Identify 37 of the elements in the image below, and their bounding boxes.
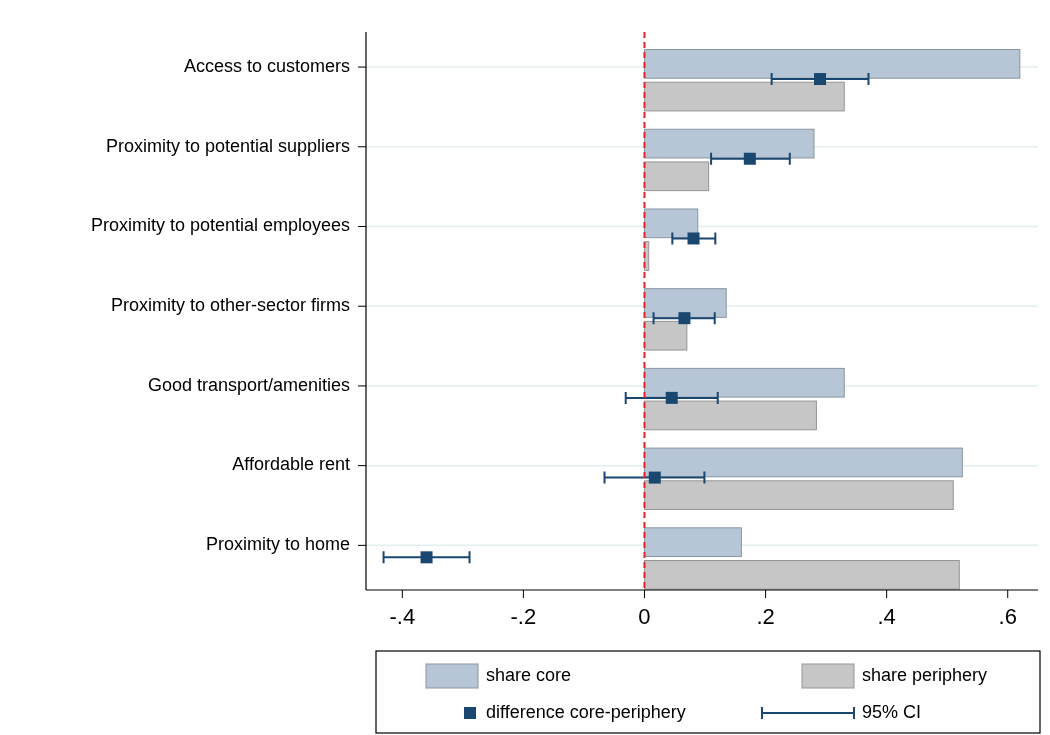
y-tick-label: Access to customers — [183, 55, 350, 76]
bar — [643, 480, 954, 510]
point — [814, 73, 827, 86]
bar — [643, 81, 845, 112]
bar — [643, 527, 742, 558]
point — [420, 551, 433, 564]
bar — [643, 320, 688, 351]
bar — [643, 128, 815, 159]
legend-label: share periphery — [862, 664, 988, 685]
point — [687, 232, 700, 245]
point — [665, 391, 678, 404]
x-tick-label: .2 — [756, 604, 775, 629]
bar — [643, 161, 710, 192]
x-tick-label: -.4 — [389, 604, 416, 629]
point — [743, 152, 756, 165]
y-tick-label: Good transport/amenities — [147, 374, 350, 395]
x-tick-label: .4 — [877, 604, 896, 629]
bar — [643, 400, 817, 431]
y-tick-label: Affordable rent — [232, 454, 350, 475]
x-tick-label: 0 — [638, 604, 651, 629]
bar — [643, 49, 1021, 79]
bar — [643, 288, 727, 318]
x-tick-label: .6 — [998, 604, 1017, 629]
bar — [643, 208, 699, 239]
bar — [643, 367, 845, 398]
point — [678, 312, 691, 325]
legend-label: difference core-periphery — [486, 701, 686, 722]
bar — [643, 447, 963, 478]
y-tick-label: Proximity to potential employees — [90, 215, 350, 236]
x-tick-label: -.2 — [510, 604, 537, 629]
legend-label: share core — [486, 664, 572, 685]
y-tick-label: Proximity to potential suppliers — [105, 135, 350, 156]
text: 95% CI — [862, 701, 922, 722]
y-tick-label: Proximity to other-sector firms — [110, 294, 350, 315]
bar — [643, 560, 960, 590]
point — [648, 471, 661, 484]
y-tick-label: Proximity to home — [205, 534, 350, 555]
